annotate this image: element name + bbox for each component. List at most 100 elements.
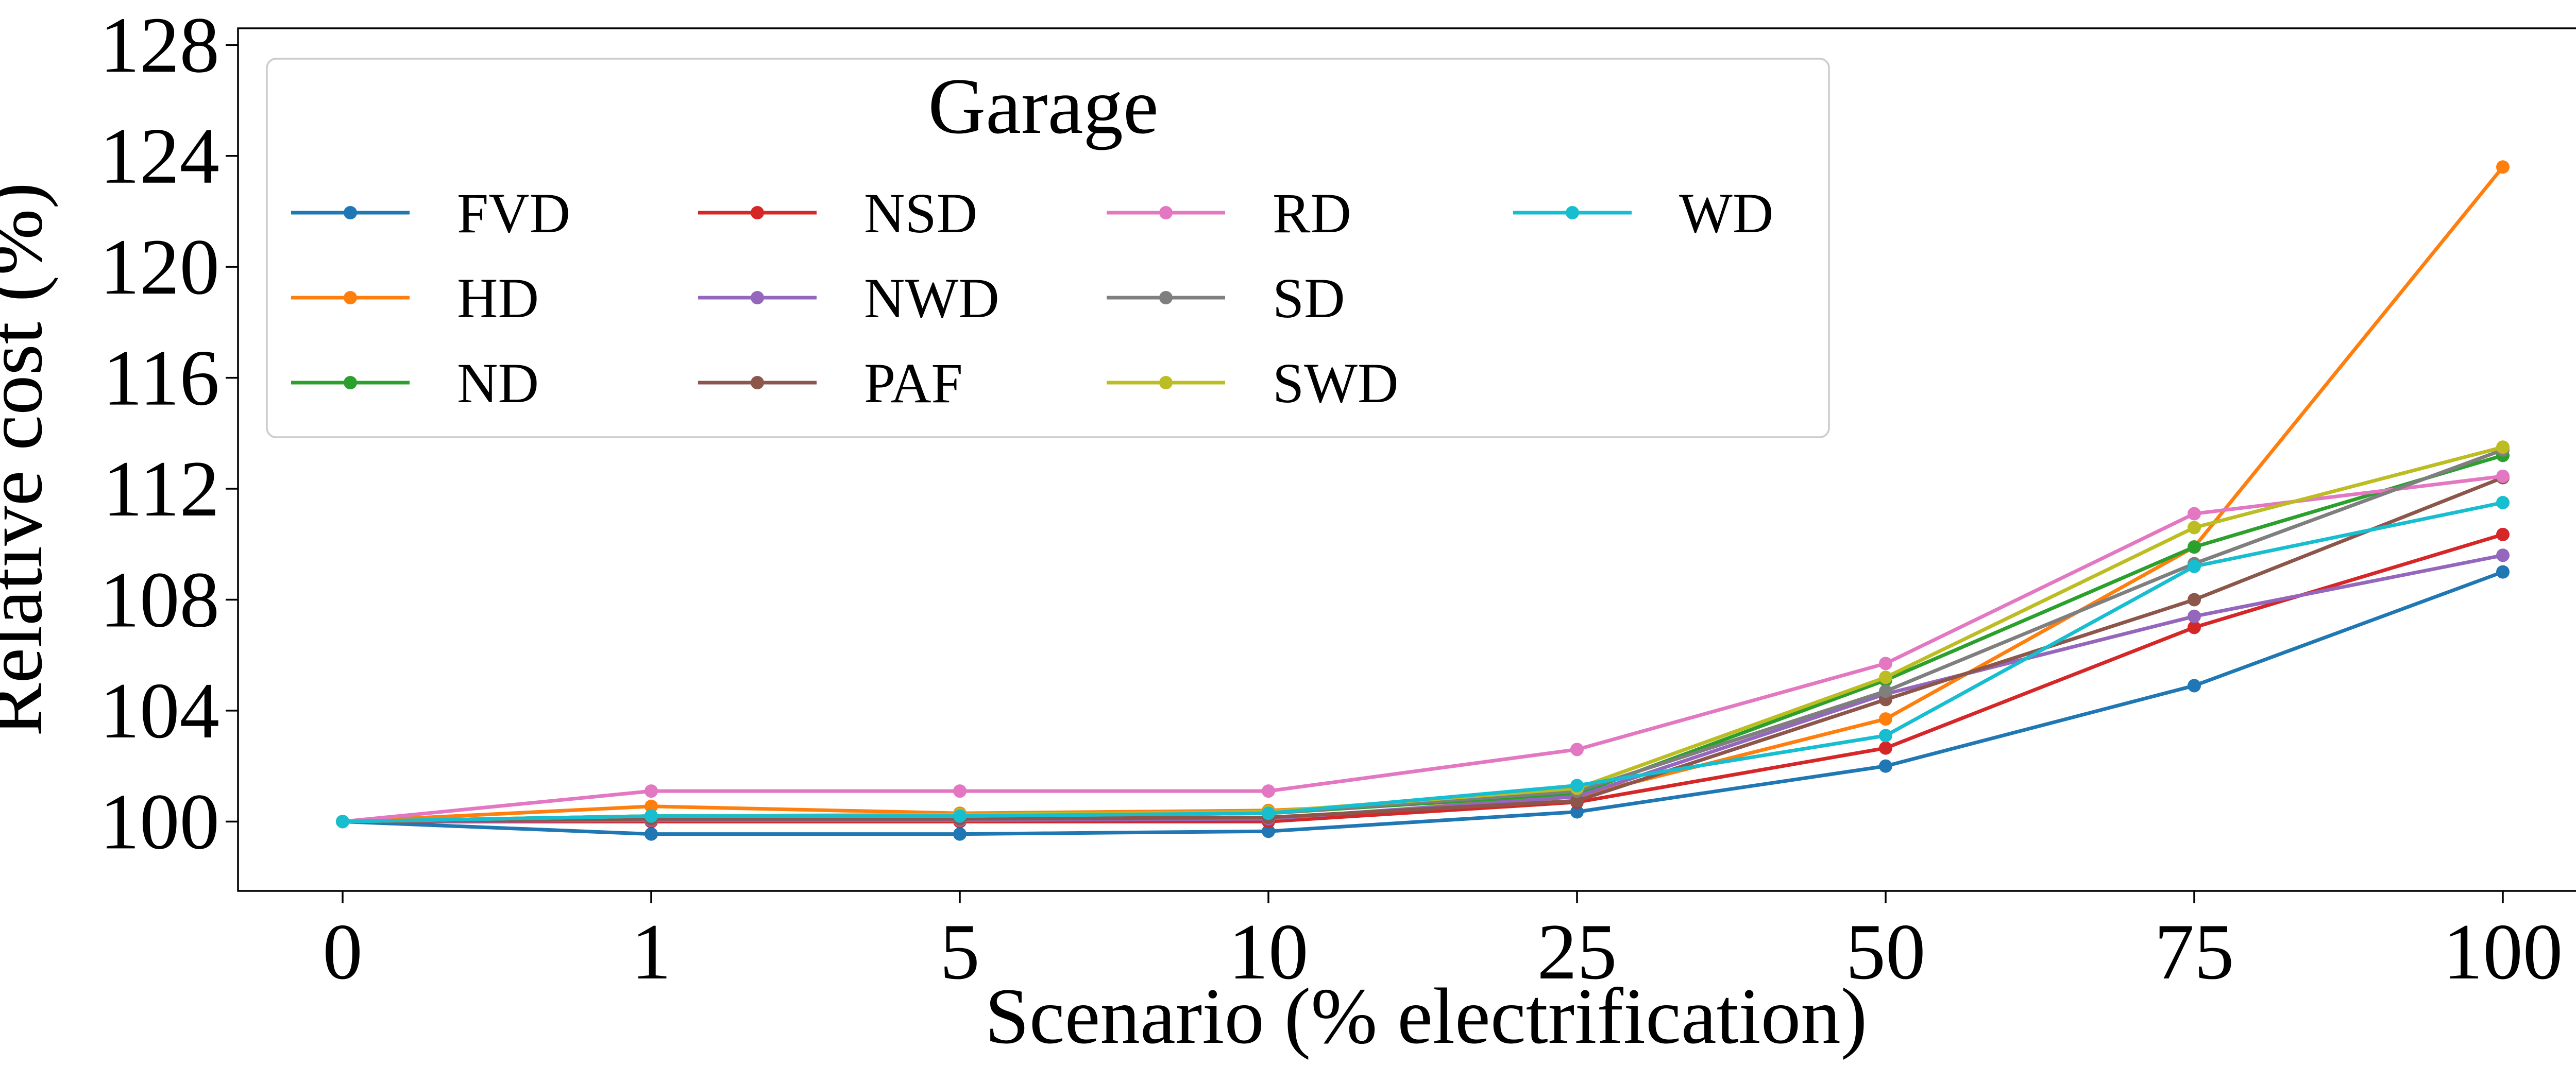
data-point [645, 784, 658, 798]
data-point [1570, 805, 1584, 819]
legend-swatch-marker [1159, 291, 1173, 304]
legend-entries: FVD HD ND NSD NWD PAF RD SD SWD WD [291, 182, 1773, 415]
data-point [1262, 784, 1275, 798]
data-point [2496, 527, 2510, 541]
data-point [1879, 741, 1892, 755]
series-rd [336, 469, 2510, 829]
x-tick-label: 75 [2155, 907, 2234, 996]
legend-label: SWD [1273, 352, 1398, 415]
data-point [2188, 507, 2201, 521]
x-tick-label: 50 [1846, 907, 1926, 996]
data-point [645, 809, 658, 823]
legend-label: PAF [864, 352, 963, 415]
data-point [645, 827, 658, 841]
legend-entry-nsd: NSD [698, 182, 977, 245]
legend-label: FVD [457, 182, 570, 245]
data-point [1262, 824, 1275, 838]
data-point [2496, 495, 2510, 509]
data-point [1570, 794, 1584, 807]
data-point [1879, 759, 1892, 773]
data-point [2188, 609, 2201, 623]
data-point [2496, 565, 2510, 579]
legend-label: NSD [864, 182, 977, 245]
x-tick-label: 10 [1229, 907, 1309, 996]
series-line [341, 474, 2505, 823]
legend-swatch-marker [344, 291, 357, 304]
y-tick-label: 124 [100, 112, 220, 200]
legend-label: SD [1273, 267, 1345, 330]
legend-label: RD [1273, 182, 1351, 245]
y-axis-ticks: 100 104 108 112 116 120 124 128 [100, 1, 238, 866]
y-axis-label: Relative cost (%) [0, 182, 59, 736]
data-point [953, 784, 967, 798]
data-point [1879, 712, 1892, 726]
series-layer [336, 160, 2510, 841]
legend-swatch-marker [344, 206, 357, 219]
data-point [1879, 657, 1892, 671]
data-point [2188, 621, 2201, 634]
legend-swatch-marker [751, 291, 764, 304]
y-tick-label: 108 [100, 555, 220, 644]
x-axis-label: Scenario (% electrification) [985, 972, 1868, 1060]
y-tick-label: 100 [100, 777, 220, 866]
legend-entry-sd: SD [1107, 267, 1345, 330]
series-wd [336, 495, 2510, 829]
legend-entry-rd: RD [1107, 182, 1351, 245]
x-tick-label: 100 [2443, 907, 2563, 996]
x-tick-label: 1 [631, 907, 671, 996]
legend-label: HD [457, 267, 539, 330]
data-point [1879, 671, 1892, 684]
legend-title: Garage [928, 62, 1158, 150]
legend-swatch-marker [1566, 206, 1579, 219]
data-point [2188, 540, 2201, 554]
y-tick-label: 116 [103, 334, 219, 422]
y-tick-label: 112 [103, 444, 219, 533]
data-point [1570, 779, 1584, 793]
data-point [2496, 548, 2510, 562]
data-point [2188, 593, 2201, 607]
legend-swatch-marker [1159, 206, 1173, 219]
legend-entry-wd: WD [1513, 182, 1773, 245]
series-line [341, 501, 2505, 823]
data-point [1262, 806, 1275, 820]
legend-swatch-marker [751, 206, 764, 219]
x-tick-label: 25 [1537, 907, 1617, 996]
data-point [2496, 440, 2510, 454]
data-point [2188, 521, 2201, 535]
data-point [953, 827, 967, 841]
legend-box [266, 58, 1830, 438]
x-tick-label: 5 [940, 907, 980, 996]
legend-entry-nd: ND [291, 352, 539, 415]
legend-entry-hd: HD [291, 267, 539, 330]
x-tick-label: 0 [323, 907, 363, 996]
y-tick-label: 120 [100, 222, 220, 311]
x-axis-ticks: 0 1 5 10 25 50 75 100 [323, 891, 2563, 996]
data-point [1570, 743, 1584, 757]
legend-label: ND [457, 352, 539, 415]
data-point [2188, 679, 2201, 693]
data-point [1879, 729, 1892, 743]
legend-swatch-marker [751, 376, 764, 389]
legend: Garage FVD HD ND NSD NWD PAF RD SD SWD WD [266, 58, 1830, 438]
data-point [336, 815, 349, 829]
y-tick-label: 128 [100, 1, 220, 89]
legend-entry-fvd: FVD [291, 182, 570, 245]
data-point [2496, 469, 2510, 483]
y-tick-label: 104 [100, 666, 220, 755]
legend-swatch-marker [344, 376, 357, 389]
data-point [645, 799, 658, 813]
data-point [1879, 684, 1892, 698]
data-point [2188, 559, 2201, 573]
data-point [2496, 160, 2510, 174]
legend-swatch-marker [1159, 376, 1173, 389]
legend-label: NWD [864, 267, 999, 330]
legend-label: WD [1679, 182, 1773, 245]
series-line [341, 570, 2505, 836]
legend-entry-nwd: NWD [698, 267, 999, 330]
plot-frame [237, 27, 2576, 892]
legend-entry-paf: PAF [698, 352, 963, 415]
data-point [953, 809, 967, 823]
series-line [341, 476, 2505, 823]
legend-entry-swd: SWD [1107, 352, 1398, 415]
